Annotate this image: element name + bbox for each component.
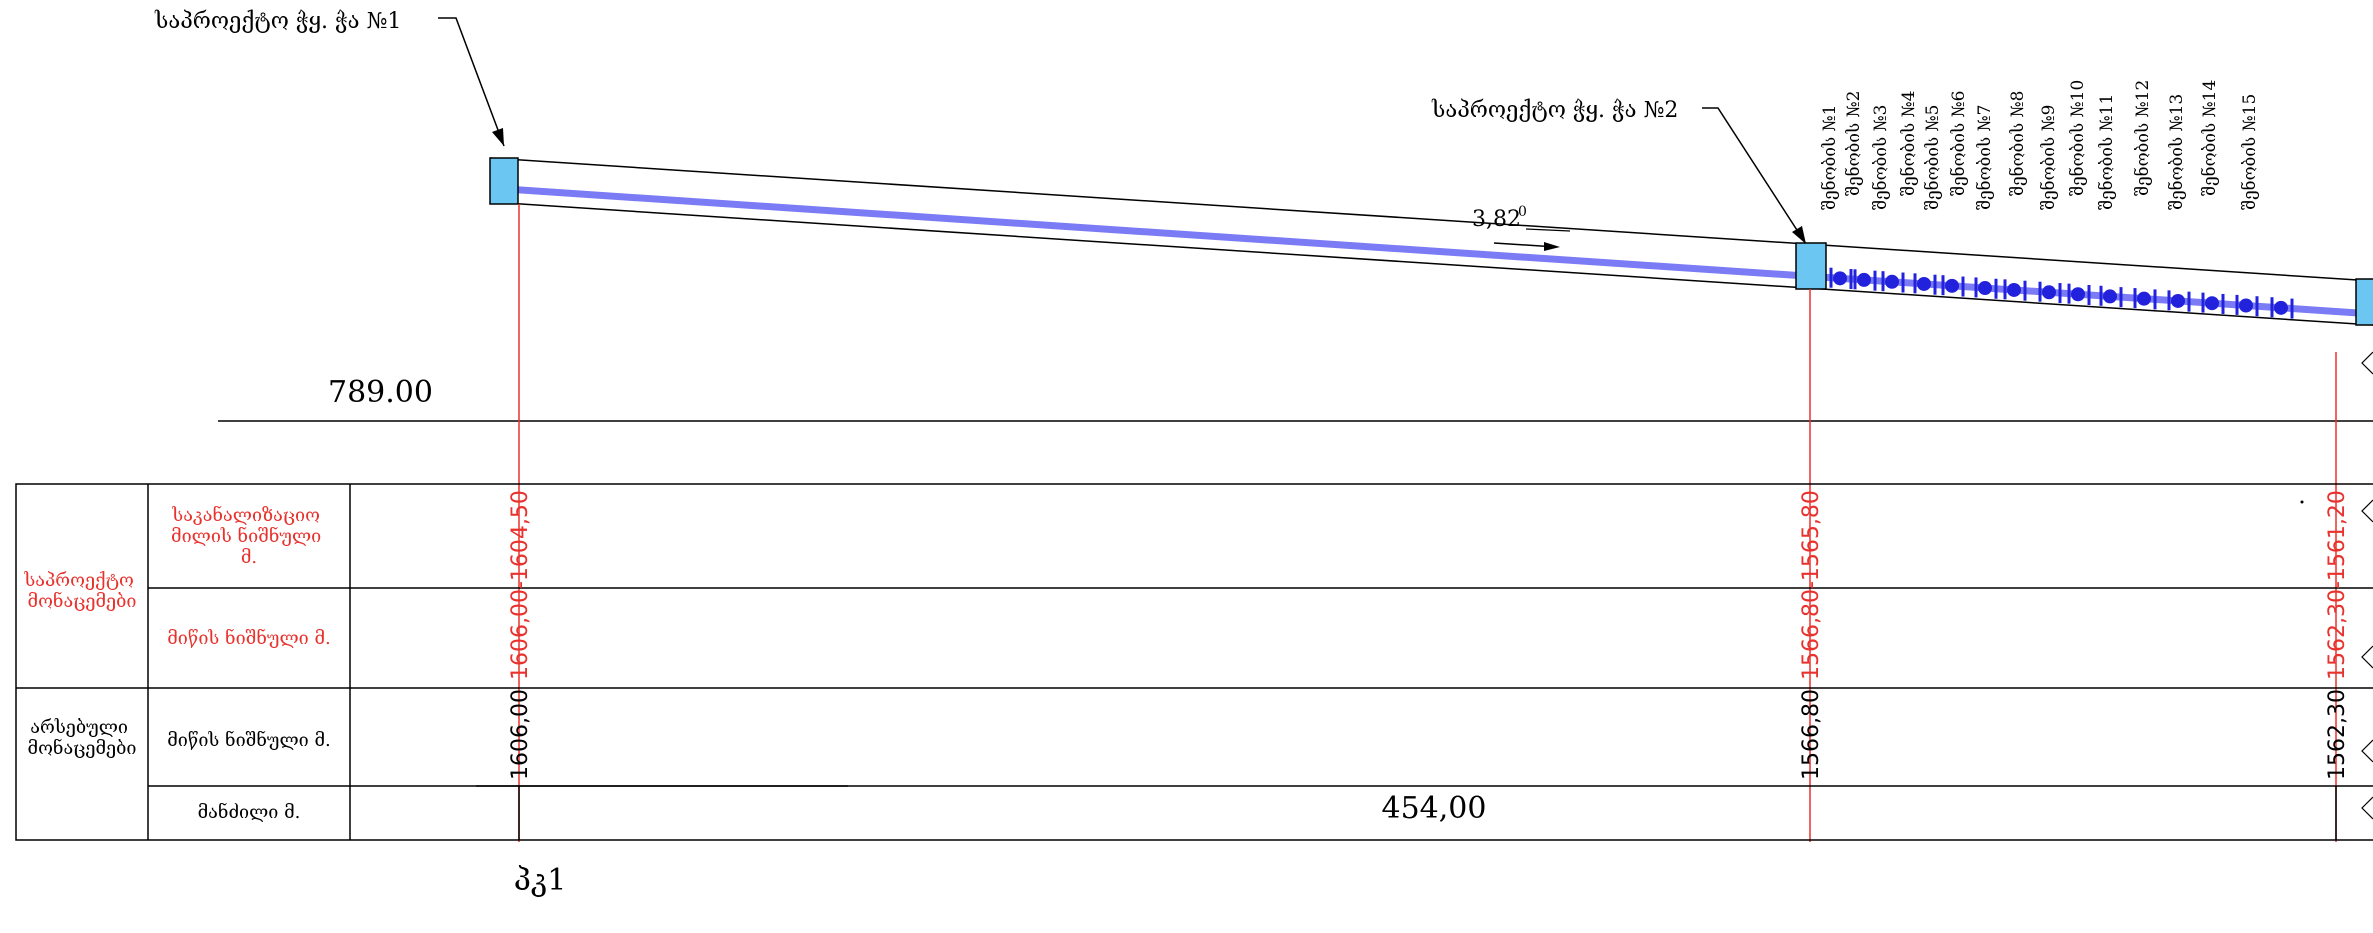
connection-marker-1 (1833, 271, 1847, 286)
group-design-label: საპროექტო მონაცემები (23, 570, 139, 612)
connection-label-4: შენობის №4 (1899, 91, 1919, 196)
connection-marker-4 (1917, 276, 1931, 291)
connection-marker-10 (2103, 289, 2117, 304)
slope-value: 3,82 (1472, 207, 1521, 232)
row-ground-existing-label: მიწის ნიშნული მ. (167, 729, 330, 751)
pipe-axis (505, 185, 2373, 318)
row-ground-design-label: მიწის ნიშნული მ. (167, 627, 330, 649)
well1-leader-arrowhead (492, 128, 504, 146)
connection-label-1: შენობის №1 (1820, 105, 1840, 210)
station1-existing-ground: 1606,00 (508, 689, 533, 780)
connection-label-15: შენობის №15 (2240, 94, 2260, 210)
pipe-casing-bottom (489, 201, 2373, 326)
connection-label-10: შენობის №10 (2068, 80, 2088, 196)
row-distance-label: მანძილი მ. (198, 801, 301, 823)
well2-box (1795, 242, 1827, 290)
distance-value: 454,00 (1382, 791, 1487, 826)
connection-marker-15 (2274, 300, 2288, 315)
connection-marker-6 (1978, 281, 1992, 296)
station3-existing-ground: 1562,30 (2325, 689, 2350, 780)
connection-label-6: შენობის №6 (1949, 91, 1969, 196)
connection-marker-2 (1857, 272, 1871, 287)
well2-callout-label: საპროექტო ჭყ. ჭა №2 (1431, 98, 1678, 123)
connection-marker-12 (2171, 293, 2185, 308)
connection-marker-9 (2071, 287, 2085, 302)
connection-label-11: შენობის №11 (2097, 94, 2117, 210)
connection-marker-7 (2007, 282, 2021, 297)
connection-label-9: შენობის №9 (2039, 105, 2059, 210)
connection-label-3: შენობის №3 (1871, 105, 1891, 210)
well3-box (2355, 278, 2373, 326)
station2-design-values: 1566,80-1565,80 (1799, 490, 1824, 680)
connection-label-14: შენობის №14 (2200, 80, 2220, 196)
connection-label-5: შენობის №5 (1923, 105, 1943, 210)
connection-label-2: შენობის №2 (1844, 91, 1864, 196)
connection-label-13: შენობის №13 (2167, 94, 2187, 210)
pipe-casing-top (489, 157, 2373, 282)
connection-marker-14 (2239, 298, 2253, 313)
connection-marker-11 (2137, 291, 2151, 306)
right-edge-break-marks (2361, 351, 2373, 820)
row-sewer-bottom-label: საკანალიზაციო მილის ნიშნული მ. (171, 504, 327, 568)
well1-callout-label: საპროექტო ჭყ. ჭა №1 (154, 9, 401, 34)
well1-box (489, 157, 519, 205)
flow-arrow-head (1544, 242, 1560, 251)
slope-degree: 0 (1518, 204, 1527, 220)
connection-marker-13 (2205, 296, 2219, 311)
station1-design-values: 1606,00-1604,50 (508, 490, 533, 680)
connection-marker-5 (1945, 278, 1959, 293)
connections-layer: შენობის №1 შენობის №2 შენობის №3 შენობის №4… (1820, 80, 2294, 319)
connection-marker-8 (2042, 285, 2056, 300)
station3-design-values: 1562,30-1561,20 (2325, 490, 2350, 680)
connection-label-8: შენობის №8 (2008, 91, 2028, 196)
well1-leader (438, 17, 505, 147)
slope-leader (1525, 228, 1571, 232)
picket-label: პკ1 (514, 863, 567, 898)
dot-mark (2300, 500, 2304, 504)
station2-existing-ground: 1566,80 (1799, 689, 1824, 780)
connection-label-12: შენობის №12 (2133, 80, 2153, 196)
group-existing-label: არსებული მონაცემები (28, 717, 137, 759)
connection-marker-3 (1885, 274, 1899, 289)
connection-label-7: შენობის №7 (1975, 105, 1995, 210)
profile-data-table (15, 483, 2373, 841)
well2-leader-arrowhead (1792, 226, 1806, 244)
ref-level-label: 789.00 (328, 375, 433, 410)
well2-leader (1702, 107, 1807, 245)
